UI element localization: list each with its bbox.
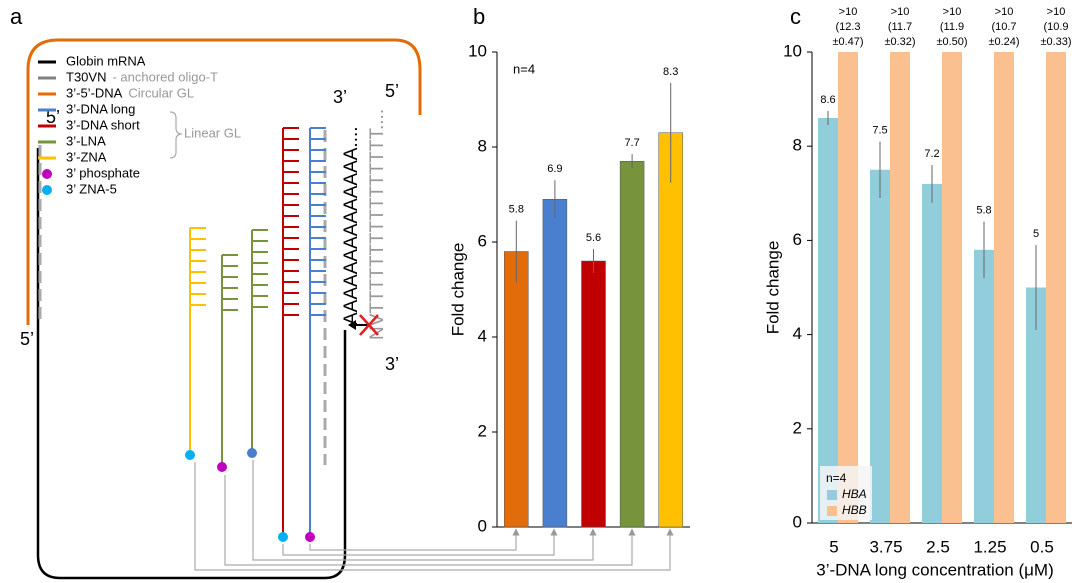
value-label: (10.9	[1043, 21, 1068, 33]
bar	[838, 0, 858, 523]
plot-area	[818, 0, 1066, 523]
bracket-label: Linear GL	[184, 125, 241, 140]
bar	[818, 118, 838, 523]
legend-note: - anchored oligo-T	[112, 69, 218, 84]
value-label: ±0.32)	[884, 36, 915, 48]
value-label: ±0.47)	[832, 36, 863, 48]
legend-dot	[42, 185, 52, 195]
value-label: (11.9	[940, 21, 964, 33]
end-label: 3’	[385, 354, 399, 374]
bar	[504, 252, 528, 528]
value-label: 7.7	[624, 137, 639, 149]
value-label: ±0.24)	[988, 36, 1019, 48]
value-label: >10	[891, 6, 910, 18]
y-tick-label: 2	[478, 421, 487, 440]
value-label: 7.2	[924, 148, 939, 160]
value-label: 8.3	[663, 66, 678, 78]
x-tick-label: 2.5	[926, 537, 950, 556]
y-tick-label: 6	[478, 231, 487, 250]
x-tick-label: 5	[829, 537, 838, 556]
legend-label: 3’ ZNA-5	[66, 181, 117, 196]
oligo-text: NVTTTTTTTTTTTTTTTT....	[367, 109, 388, 340]
value-label: >10	[995, 6, 1014, 18]
legend-label: 3’ phosphate	[66, 165, 140, 180]
value-label: (10.7	[991, 21, 1016, 33]
bar	[582, 261, 606, 527]
y-tick-label: 8	[793, 136, 802, 155]
y-axis-label: Fold change	[448, 243, 467, 337]
value-label: ±0.50)	[936, 36, 967, 48]
value-label: 6.9	[547, 163, 562, 175]
mrna-line	[38, 148, 345, 578]
legend-label: 3’-DNA short	[66, 117, 140, 132]
legend-note: Circular GL	[128, 85, 194, 100]
y-axis-label: Fold change	[763, 241, 782, 335]
end-label: 5’	[20, 329, 34, 349]
probe-end	[185, 450, 195, 460]
bar	[1046, 10, 1066, 523]
panel-label: b	[473, 4, 485, 29]
page: a AAAAAAAAAAAAAA.... NVTTTTTTTTTTTTTTTT.…	[0, 0, 1083, 583]
legend-swatch	[827, 506, 837, 516]
probe-end	[247, 448, 257, 458]
value-label: 5	[1033, 228, 1039, 240]
legend-title: n=4	[826, 471, 847, 485]
value-label: 5.8	[509, 204, 524, 216]
value-label: >10	[1047, 6, 1066, 18]
legend-swatch	[827, 490, 837, 500]
x-tick-label: 3.75	[869, 537, 902, 556]
polya-text: AAAAAAAAAAAAAA....	[341, 126, 362, 325]
bar	[974, 250, 994, 523]
bar	[659, 133, 683, 527]
legend-label: HBB	[842, 503, 867, 517]
legend-label: 3’-5’-DNA	[66, 85, 123, 100]
value-label: 5.8	[976, 204, 991, 216]
x-tick-label: 0.5	[1030, 537, 1054, 556]
x-tick-label: 1.25	[973, 537, 1006, 556]
legend-label: Globin mRNA	[66, 53, 146, 68]
bar	[942, 0, 962, 523]
panel-label: a	[10, 4, 23, 29]
y-tick-label: 0	[478, 516, 487, 535]
bar	[620, 161, 644, 527]
panel-label: c	[790, 4, 801, 29]
figure: a AAAAAAAAAAAAAA.... NVTTTTTTTTTTTTTTTT.…	[0, 0, 1083, 583]
probe-end	[278, 532, 288, 542]
value-label: >10	[839, 6, 858, 18]
legend-dot	[42, 169, 52, 179]
value-label: ±0.33)	[1040, 36, 1071, 48]
value-label: >10	[943, 6, 962, 18]
y-tick-label: 8	[478, 136, 487, 155]
bar	[870, 170, 890, 523]
probe-end	[305, 532, 315, 542]
end-label: 5’	[385, 81, 399, 101]
y-tick-label: 4	[793, 324, 802, 343]
legend-label: T30VN	[66, 69, 106, 84]
annotation: n=4	[513, 61, 535, 76]
y-tick-label: 4	[478, 326, 487, 345]
value-label: (12.3	[835, 21, 860, 33]
legend-label: 3’-DNA long	[66, 101, 135, 116]
x-axis-label: 3’-DNA long concentration (μM)	[816, 560, 1054, 579]
y-tick-label: 2	[793, 418, 802, 437]
value-label: (11.7	[888, 21, 912, 33]
y-tick-label: 6	[793, 230, 802, 249]
bar	[543, 199, 567, 527]
y-tick-label: 10	[468, 41, 487, 60]
value-label: 7.5	[872, 124, 887, 136]
bar	[922, 184, 942, 523]
bar	[890, 0, 910, 523]
y-tick-label: 10	[783, 41, 802, 60]
legend-label: 3’-ZNA	[66, 149, 107, 164]
bar	[994, 19, 1014, 523]
probe-end	[217, 462, 227, 472]
value-label: 8.6	[820, 94, 835, 106]
value-label: 5.6	[586, 232, 601, 244]
legend-label: HBA	[842, 487, 867, 501]
probes	[185, 128, 326, 542]
end-label: 3’	[333, 87, 347, 107]
legend-label: 3’-LNA	[66, 133, 106, 148]
bracket	[170, 112, 182, 158]
y-tick-label: 0	[793, 512, 802, 531]
